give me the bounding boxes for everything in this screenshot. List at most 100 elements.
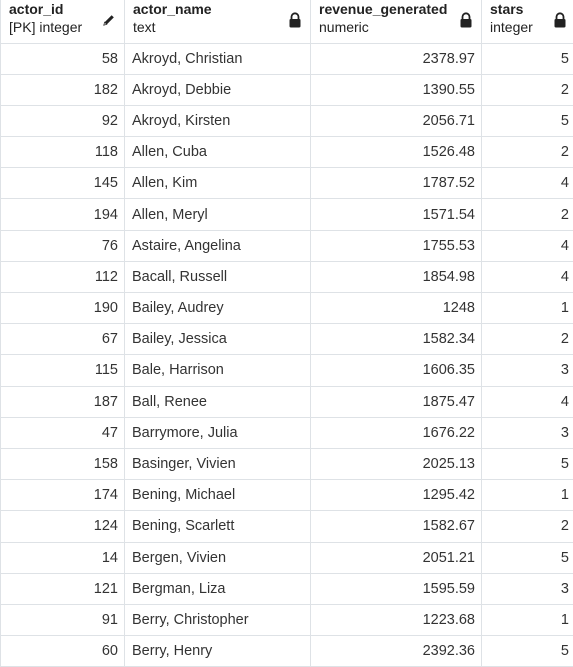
column-header-actor-name[interactable]: actor_name text	[124, 0, 311, 44]
cell-revenue-generated[interactable]: 1595.59	[310, 573, 482, 605]
cell-stars[interactable]: 2	[481, 74, 573, 106]
cell-actor-name[interactable]: Berry, Christopher	[124, 604, 311, 637]
cell-actor-name[interactable]: Akroyd, Debbie	[124, 74, 311, 106]
table-row[interactable]: 60 Berry, Henry 2392.36 5	[0, 635, 573, 667]
cell-stars[interactable]: 2	[481, 510, 573, 543]
cell-actor-name[interactable]: Berry, Henry	[124, 635, 311, 667]
cell-actor-name[interactable]: Bening, Michael	[124, 479, 311, 512]
table-row[interactable]: 112 Bacall, Russell 1854.98 4	[0, 261, 573, 294]
table-row[interactable]: 14 Bergen, Vivien 2051.21 5	[0, 542, 573, 574]
cell-revenue-generated[interactable]: 1295.42	[310, 479, 482, 512]
table-row[interactable]: 124 Bening, Scarlett 1582.67 2	[0, 510, 573, 543]
cell-actor-id[interactable]: 118	[0, 136, 125, 169]
cell-actor-id[interactable]: 67	[0, 323, 125, 356]
cell-stars[interactable]: 4	[481, 167, 573, 200]
table-row[interactable]: 58 Akroyd, Christian 2378.97 5	[0, 43, 573, 75]
cell-revenue-generated[interactable]: 2392.36	[310, 635, 482, 667]
table-row[interactable]: 174 Bening, Michael 1295.42 1	[0, 479, 573, 512]
cell-stars[interactable]: 1	[481, 292, 573, 325]
cell-revenue-generated[interactable]: 1526.48	[310, 136, 482, 169]
column-header-actor-id[interactable]: actor_id [PK] integer	[0, 0, 125, 44]
table-row[interactable]: 91 Berry, Christopher 1223.68 1	[0, 604, 573, 637]
table-row[interactable]: 67 Bailey, Jessica 1582.34 2	[0, 323, 573, 356]
cell-actor-id[interactable]: 124	[0, 510, 125, 543]
cell-revenue-generated[interactable]: 1676.22	[310, 417, 482, 449]
cell-actor-name[interactable]: Bailey, Audrey	[124, 292, 311, 325]
cell-revenue-generated[interactable]: 1787.52	[310, 167, 482, 200]
table-row[interactable]: 118 Allen, Cuba 1526.48 2	[0, 136, 573, 169]
cell-stars[interactable]: 5	[481, 448, 573, 481]
cell-revenue-generated[interactable]: 2051.21	[310, 542, 482, 574]
cell-actor-id[interactable]: 115	[0, 354, 125, 387]
cell-stars[interactable]: 4	[481, 261, 573, 294]
cell-stars[interactable]: 3	[481, 573, 573, 605]
cell-actor-id[interactable]: 190	[0, 292, 125, 325]
table-row[interactable]: 187 Ball, Renee 1875.47 4	[0, 386, 573, 418]
cell-actor-id[interactable]: 174	[0, 479, 125, 512]
table-row[interactable]: 92 Akroyd, Kirsten 2056.71 5	[0, 105, 573, 138]
cell-stars[interactable]: 4	[481, 230, 573, 262]
cell-actor-id[interactable]: 194	[0, 198, 125, 231]
cell-revenue-generated[interactable]: 1755.53	[310, 230, 482, 262]
cell-revenue-generated[interactable]: 1582.34	[310, 323, 482, 356]
cell-actor-id[interactable]: 76	[0, 230, 125, 262]
table-row[interactable]: 190 Bailey, Audrey 1248 1	[0, 292, 573, 325]
cell-stars[interactable]: 2	[481, 136, 573, 169]
cell-revenue-generated[interactable]: 2025.13	[310, 448, 482, 481]
cell-revenue-generated[interactable]: 1571.54	[310, 198, 482, 231]
cell-revenue-generated[interactable]: 1875.47	[310, 386, 482, 418]
cell-stars[interactable]: 3	[481, 417, 573, 449]
cell-actor-id[interactable]: 91	[0, 604, 125, 637]
cell-actor-name[interactable]: Allen, Meryl	[124, 198, 311, 231]
cell-actor-id[interactable]: 158	[0, 448, 125, 481]
table-row[interactable]: 194 Allen, Meryl 1571.54 2	[0, 198, 573, 231]
column-header-stars[interactable]: stars integer	[481, 0, 573, 44]
cell-actor-name[interactable]: Allen, Cuba	[124, 136, 311, 169]
cell-actor-name[interactable]: Astaire, Angelina	[124, 230, 311, 262]
table-row[interactable]: 76 Astaire, Angelina 1755.53 4	[0, 230, 573, 262]
table-row[interactable]: 145 Allen, Kim 1787.52 4	[0, 167, 573, 200]
cell-actor-name[interactable]: Barrymore, Julia	[124, 417, 311, 449]
cell-actor-id[interactable]: 14	[0, 542, 125, 574]
cell-revenue-generated[interactable]: 1223.68	[310, 604, 482, 637]
cell-stars[interactable]: 4	[481, 386, 573, 418]
cell-revenue-generated[interactable]: 1390.55	[310, 74, 482, 106]
cell-stars[interactable]: 1	[481, 479, 573, 512]
cell-revenue-generated[interactable]: 2056.71	[310, 105, 482, 138]
cell-actor-name[interactable]: Akroyd, Kirsten	[124, 105, 311, 138]
cell-revenue-generated[interactable]: 1606.35	[310, 354, 482, 387]
cell-actor-name[interactable]: Bale, Harrison	[124, 354, 311, 387]
cell-revenue-generated[interactable]: 1248	[310, 292, 482, 325]
cell-stars[interactable]: 5	[481, 542, 573, 574]
cell-actor-id[interactable]: 187	[0, 386, 125, 418]
table-row[interactable]: 115 Bale, Harrison 1606.35 3	[0, 354, 573, 387]
column-header-revenue-generated[interactable]: revenue_generated numeric	[310, 0, 482, 44]
table-row[interactable]: 182 Akroyd, Debbie 1390.55 2	[0, 74, 573, 106]
cell-actor-name[interactable]: Bacall, Russell	[124, 261, 311, 294]
table-row[interactable]: 158 Basinger, Vivien 2025.13 5	[0, 448, 573, 481]
cell-stars[interactable]: 5	[481, 43, 573, 75]
cell-stars[interactable]: 2	[481, 323, 573, 356]
table-row[interactable]: 47 Barrymore, Julia 1676.22 3	[0, 417, 573, 449]
cell-stars[interactable]: 2	[481, 198, 573, 231]
cell-actor-name[interactable]: Bergman, Liza	[124, 573, 311, 605]
cell-stars[interactable]: 1	[481, 604, 573, 637]
table-row[interactable]: 121 Bergman, Liza 1595.59 3	[0, 573, 573, 605]
cell-revenue-generated[interactable]: 1582.67	[310, 510, 482, 543]
cell-stars[interactable]: 5	[481, 105, 573, 138]
cell-actor-id[interactable]: 182	[0, 74, 125, 106]
cell-actor-id[interactable]: 121	[0, 573, 125, 605]
cell-actor-id[interactable]: 112	[0, 261, 125, 294]
cell-actor-name[interactable]: Bergen, Vivien	[124, 542, 311, 574]
cell-actor-name[interactable]: Allen, Kim	[124, 167, 311, 200]
cell-actor-name[interactable]: Bailey, Jessica	[124, 323, 311, 356]
cell-actor-id[interactable]: 60	[0, 635, 125, 667]
cell-revenue-generated[interactable]: 1854.98	[310, 261, 482, 294]
cell-revenue-generated[interactable]: 2378.97	[310, 43, 482, 75]
cell-stars[interactable]: 5	[481, 635, 573, 667]
cell-actor-id[interactable]: 92	[0, 105, 125, 138]
cell-actor-id[interactable]: 47	[0, 417, 125, 449]
cell-actor-name[interactable]: Ball, Renee	[124, 386, 311, 418]
cell-actor-name[interactable]: Bening, Scarlett	[124, 510, 311, 543]
cell-actor-name[interactable]: Basinger, Vivien	[124, 448, 311, 481]
